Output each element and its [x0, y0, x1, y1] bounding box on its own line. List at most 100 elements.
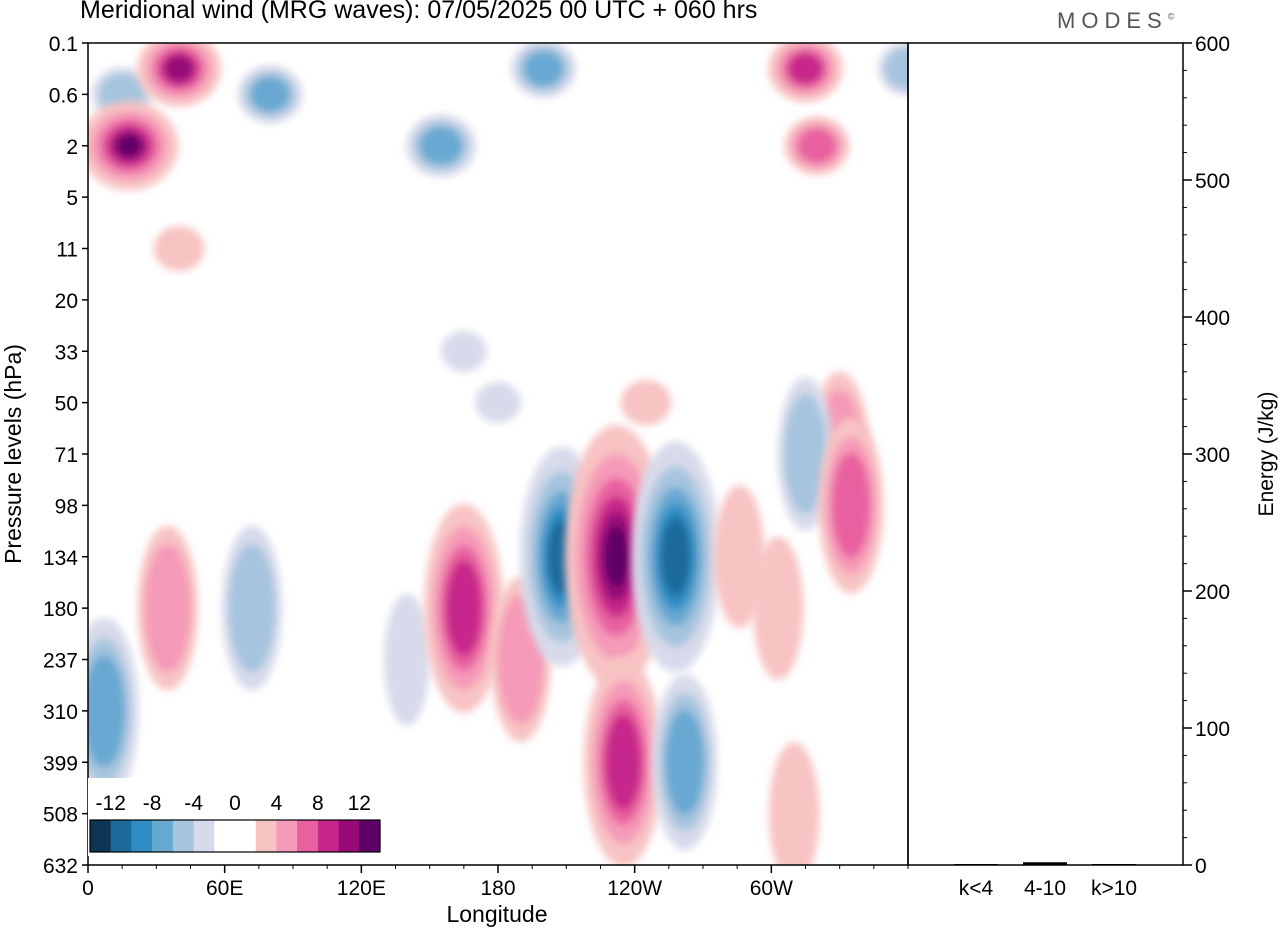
colorbar-label: 8: [312, 792, 324, 815]
positive-wind-cell: [137, 525, 198, 691]
energy-bar: [1023, 862, 1067, 865]
wind-contour-band: [250, 76, 290, 112]
wind-contour-band: [117, 135, 141, 157]
colorbar: -12 -8 -4 0 4 8 12: [88, 778, 382, 856]
colorbar-swatch: [131, 820, 153, 852]
negative-wind-cell: [222, 525, 282, 691]
wind-contour-band: [788, 53, 823, 85]
colorbar-label: 0: [229, 792, 241, 815]
wind-contour-band: [384, 593, 430, 726]
wind-contour-band: [475, 382, 521, 424]
pressure-tick-label: 11: [56, 239, 78, 262]
wind-contour-band: [144, 543, 192, 673]
energy-frame: [907, 42, 1184, 866]
pressure-tick-label: 98: [55, 495, 78, 518]
energy-tick-label: 400: [1195, 307, 1230, 330]
colorbar-label: -12: [96, 792, 126, 815]
longitude-tick-label: 0: [82, 877, 94, 900]
wind-contour-band: [605, 714, 642, 811]
pressure-tick-label: 399: [43, 752, 78, 775]
wind-contour-band: [752, 536, 804, 680]
wind-contour-band: [420, 126, 462, 165]
wind-contour-band: [665, 709, 705, 816]
negative-wind-cell: [406, 114, 476, 178]
energy-category-label: k<4: [959, 877, 994, 900]
longitude-axis: 0 60E 120E 180 120W 60W: [82, 865, 909, 900]
pressure-tick-label: 0.1: [49, 33, 78, 56]
pressure-tick-label: 632: [43, 855, 78, 878]
longitude-tick-label: 120W: [607, 877, 662, 900]
negative-wind-cell: [878, 43, 908, 96]
wind-contour-band: [660, 517, 691, 597]
wind-contour-band: [609, 539, 624, 574]
positive-wind-cell: [583, 657, 663, 865]
wind-contour-band: [445, 560, 483, 657]
pressure-tick-label: 2: [66, 136, 78, 159]
colorbar-swatch: [110, 820, 132, 852]
colorbar-swatch: [359, 820, 381, 852]
energy-bar: [954, 864, 998, 865]
energy-axis-label: Energy (J/kg): [1255, 392, 1278, 517]
pressure-tick-label: 5: [66, 187, 78, 210]
positive-wind-cell: [768, 742, 820, 865]
negative-wind-cell: [631, 441, 721, 673]
wind-contour-band: [88, 654, 125, 767]
colorbar-swatch: [172, 820, 194, 852]
wind-contour-band: [228, 543, 276, 673]
colorbar-swatch: [338, 820, 360, 852]
positive-wind-cell: [768, 43, 843, 103]
negative-wind-cell: [88, 617, 139, 805]
wind-contour-band: [620, 380, 672, 426]
negative-wind-cell: [475, 382, 521, 424]
pressure-tick-label: 33: [55, 341, 78, 364]
pressure-tick-label: 508: [43, 804, 78, 827]
colorbar-swatch: [90, 820, 112, 852]
negative-wind-cell: [652, 674, 718, 851]
positive-wind-cell: [784, 116, 850, 175]
negative-wind-cell: [384, 593, 430, 726]
colorbar-swatch: [235, 820, 257, 852]
positive-wind-cell: [752, 536, 804, 680]
wind-contour-band: [153, 225, 205, 272]
wind-contour-band: [884, 47, 908, 90]
pressure-tick-label: 20: [55, 290, 78, 313]
wind-contour-band: [783, 393, 828, 515]
wind-contour-band: [831, 452, 871, 559]
positive-wind-cell: [714, 485, 765, 629]
modes-logo: MODES©: [1057, 8, 1174, 34]
pressure-tick-label: 237: [43, 650, 78, 673]
negative-wind-cell: [441, 330, 487, 372]
energy-tick-label: 100: [1195, 718, 1230, 741]
logo-text: MODES: [1057, 8, 1168, 33]
y-axis-label: Pressure levels (hPa): [0, 344, 26, 564]
pressure-tick-label: 134: [43, 547, 78, 570]
energy-tick-label: 0: [1195, 855, 1207, 878]
colorbar-swatch: [255, 820, 277, 852]
logo-mark: ©: [1167, 11, 1175, 22]
positive-wind-cell: [818, 417, 884, 594]
pressure-tick-label: 50: [55, 393, 78, 416]
energy-tick-label: 300: [1195, 444, 1230, 467]
colorbar-swatch: [214, 820, 236, 852]
chart-title: Meridional wind (MRG waves): 07/05/2025 …: [80, 0, 758, 24]
energy-axis: 0 100 200 300 400 500 600: [1183, 33, 1230, 878]
colorbar-frame: [89, 819, 381, 853]
wind-contour-band: [164, 55, 194, 82]
positive-wind-cell: [424, 503, 504, 713]
colorbar-label: 4: [271, 792, 283, 815]
pressure-tick-label: 0.6: [49, 84, 78, 107]
energy-category-label: 4-10: [1024, 877, 1066, 900]
colorbar-label: 12: [348, 792, 371, 815]
colorbar-swatch: [276, 820, 298, 852]
positive-wind-cell: [88, 101, 179, 191]
pressure-tick-label: 180: [43, 598, 78, 621]
x-axis-label: Longitude: [446, 901, 547, 927]
colorbar-swatch: [297, 820, 319, 852]
contour-field: [88, 43, 908, 865]
colorbar-swatch: [317, 820, 339, 852]
colorbar-swatch: [152, 820, 174, 852]
negative-wind-cell: [237, 65, 303, 124]
negative-wind-cell: [511, 43, 576, 98]
longitude-tick-label: 60E: [206, 877, 243, 900]
